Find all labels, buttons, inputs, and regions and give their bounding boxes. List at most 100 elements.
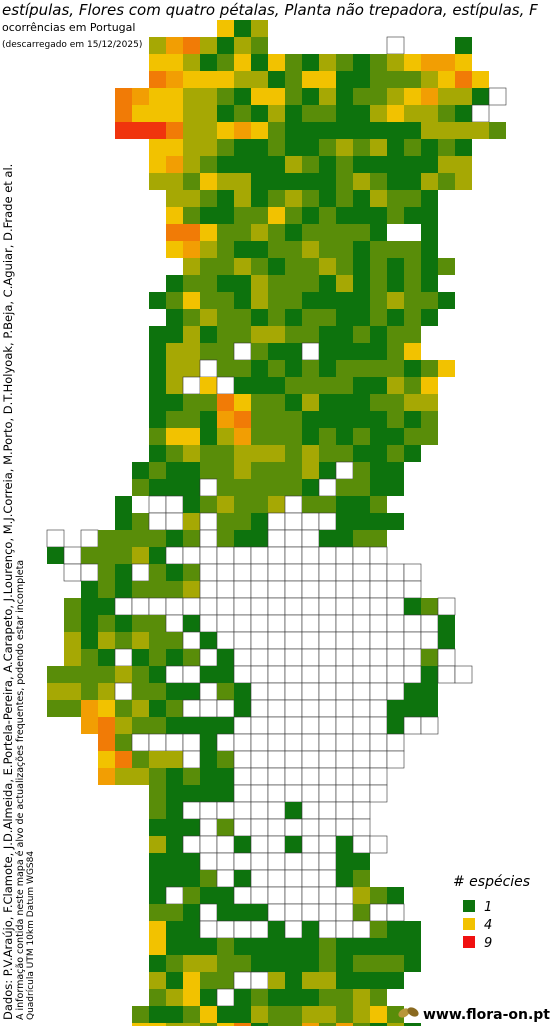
- grid-cell: [404, 258, 421, 275]
- grid-cell: [353, 411, 370, 428]
- grid-cell: [183, 717, 200, 734]
- grid-cell: [386, 36, 405, 55]
- grid-cell: [149, 700, 166, 717]
- grid-cell: [132, 1006, 149, 1023]
- grid-cell: [302, 275, 319, 292]
- grid-cell: [335, 461, 354, 480]
- grid-cell: [183, 819, 200, 836]
- grid-cell: [302, 377, 319, 394]
- grid-cell: [200, 173, 217, 190]
- grid-cell: [284, 818, 303, 837]
- grid-cell: [200, 445, 217, 462]
- grid-cell: [251, 428, 268, 445]
- grid-cell: [98, 751, 115, 768]
- grid-cell: [149, 989, 166, 1006]
- grid-cell: [387, 887, 404, 904]
- grid-cell: [471, 104, 490, 123]
- grid-cell: [114, 648, 133, 667]
- grid-cell: [132, 717, 149, 734]
- grid-cell: [284, 682, 303, 701]
- grid-cell: [438, 122, 455, 139]
- grid-cell: [149, 717, 166, 734]
- grid-cell: [335, 580, 354, 599]
- grid-cell: [183, 54, 200, 71]
- grid-cell: [336, 428, 353, 445]
- grid-cell: [336, 139, 353, 156]
- grid-cell: [404, 105, 421, 122]
- grid-cell: [149, 360, 166, 377]
- grid-cell: [421, 275, 438, 292]
- grid-cell: [318, 614, 337, 633]
- grid-cell: [267, 784, 286, 803]
- grid-cell: [285, 309, 302, 326]
- grid-cell: [234, 496, 251, 513]
- grid-cell: [370, 173, 387, 190]
- grid-cell: [233, 971, 252, 990]
- grid-cell: [284, 580, 303, 599]
- grid-cell: [455, 139, 472, 156]
- grid-cell: [183, 479, 200, 496]
- grid-cell: [217, 955, 234, 972]
- grid-cell: [387, 156, 404, 173]
- grid-cell: [353, 394, 370, 411]
- grid-cell: [387, 513, 404, 530]
- grid-cell: [250, 886, 269, 905]
- grid-cell: [369, 665, 388, 684]
- grid-cell: [131, 563, 150, 582]
- grid-cell: [301, 563, 320, 582]
- grid-cell: [284, 852, 303, 871]
- grid-cell: [404, 292, 421, 309]
- grid-cell: [268, 496, 285, 513]
- grid-cell: [217, 819, 234, 836]
- grid-cell: [369, 733, 388, 752]
- grid-cell: [233, 342, 252, 361]
- grid-cell: [200, 71, 217, 88]
- grid-cell: [200, 870, 217, 887]
- grid-cell: [285, 258, 302, 275]
- grid-cell: [353, 139, 370, 156]
- grid-cell: [64, 615, 81, 632]
- grid-cell: [353, 428, 370, 445]
- grid-cell: [115, 768, 132, 785]
- grid-cell: [183, 394, 200, 411]
- grid-cell: [166, 190, 183, 207]
- grid-cell: [251, 71, 268, 88]
- grid-cell: [268, 173, 285, 190]
- grid-cell: [284, 529, 303, 548]
- grid-cell: [251, 445, 268, 462]
- grid-cell: [217, 54, 234, 71]
- grid-cell: [183, 139, 200, 156]
- grid-cell: [352, 750, 371, 769]
- grid-cell: [318, 631, 337, 650]
- grid-cell: [421, 666, 438, 683]
- grid-cell: [115, 88, 132, 105]
- grid-cell: [455, 54, 472, 71]
- grid-cell: [386, 597, 405, 616]
- grid-cell: [98, 649, 115, 666]
- grid-cell: [182, 801, 201, 820]
- grid-cell: [183, 105, 200, 122]
- grid-cell: [318, 869, 337, 888]
- grid-cell: [149, 292, 166, 309]
- grid-cell: [284, 631, 303, 650]
- grid-cell: [115, 734, 132, 751]
- grid-cell: [149, 37, 166, 54]
- grid-cell: [267, 801, 286, 820]
- grid-cell: [268, 156, 285, 173]
- grid-cell: [267, 614, 286, 633]
- grid-cell: [352, 563, 371, 582]
- grid-cell: [370, 887, 387, 904]
- grid-cell: [182, 699, 201, 718]
- grid-cell: [251, 377, 268, 394]
- grid-cell: [335, 767, 354, 786]
- grid-cell: [166, 54, 183, 71]
- grid-cell: [182, 750, 201, 769]
- grid-cell: [353, 479, 370, 496]
- grid-cell: [149, 972, 166, 989]
- grid-cell: [149, 666, 166, 683]
- grid-cell: [267, 512, 286, 531]
- grid-cell: [336, 156, 353, 173]
- legend-swatch: [463, 936, 475, 948]
- grid-cell: [318, 682, 337, 701]
- grid-cell: [352, 716, 371, 735]
